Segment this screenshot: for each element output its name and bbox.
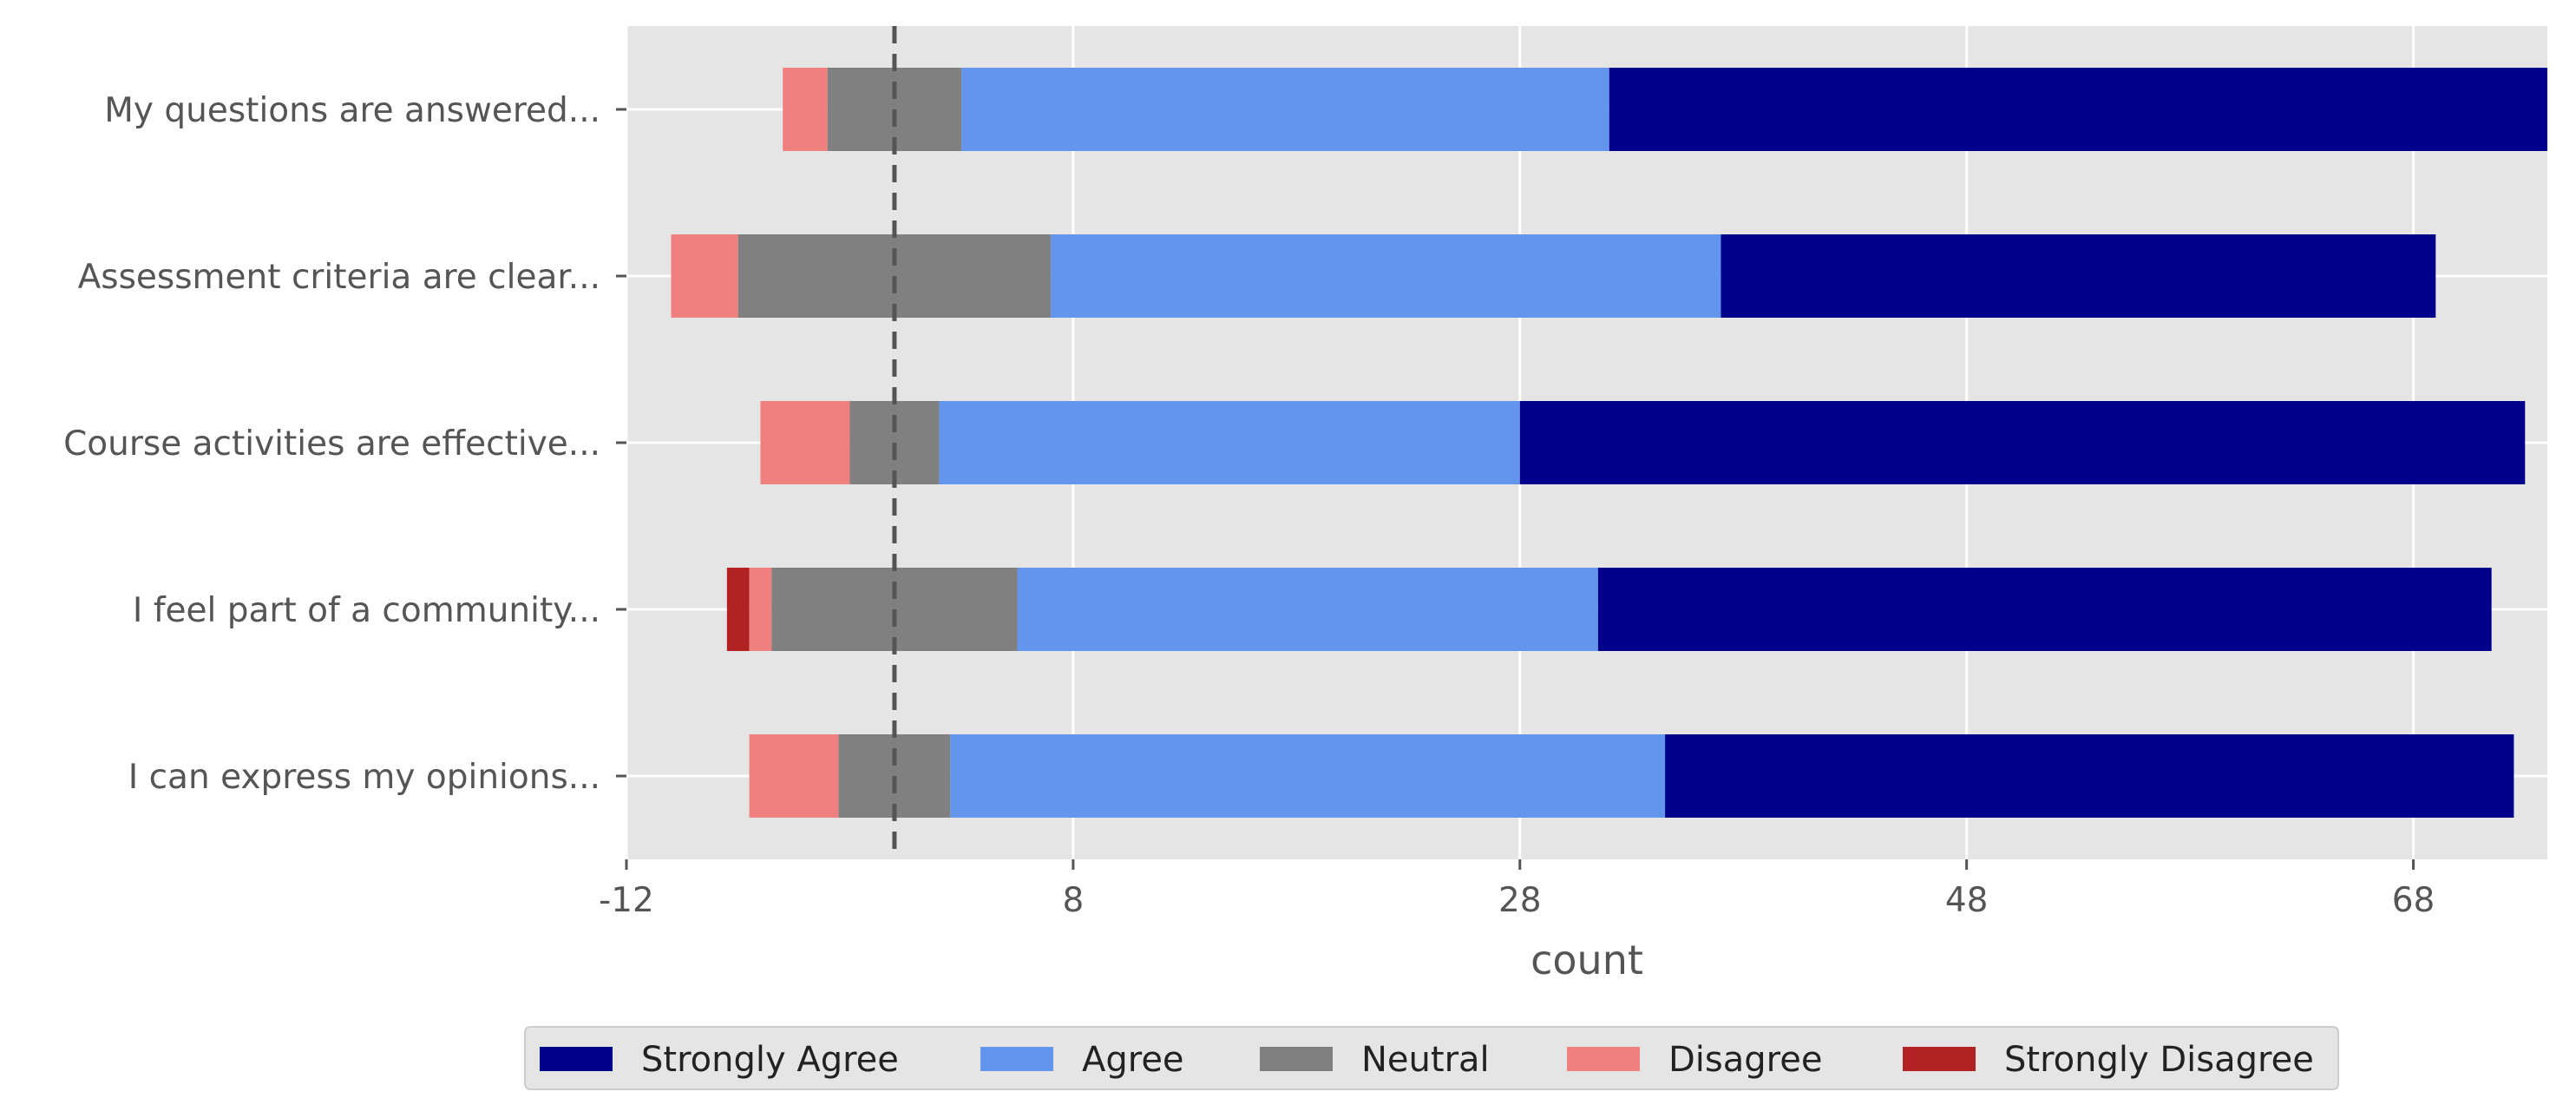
bar-disagree (749, 568, 772, 651)
bar-agree (939, 401, 1520, 484)
bar-strongly-agree (1519, 401, 2526, 484)
legend-label: Strongly Disagree (2004, 1040, 2314, 1080)
x-tick-label: -12 (599, 881, 654, 920)
y-tick-label: Course activities are effective... (63, 424, 600, 464)
bar-disagree (760, 401, 850, 484)
y-tick-label: I feel part of a community... (133, 591, 600, 630)
legend-swatch (540, 1047, 613, 1071)
x-tick-label: 68 (2392, 881, 2435, 920)
legend-swatch (980, 1047, 1053, 1071)
bar-strongly-disagree (726, 568, 750, 651)
x-tick-label: 28 (1498, 881, 1542, 920)
bar-strongly-agree (1721, 234, 2436, 318)
bar-agree (961, 68, 1609, 151)
x-tick-label: 48 (1945, 881, 1989, 920)
legend-swatch (1260, 1047, 1333, 1071)
legend-label: Neutral (1361, 1040, 1490, 1080)
x-tick-label: 8 (1062, 881, 1084, 920)
bar-strongly-agree (1609, 68, 2547, 151)
legend-label: Disagree (1668, 1040, 1822, 1080)
bar-agree (1017, 568, 1598, 651)
bar-disagree (749, 734, 839, 818)
y-axis-ticks: My questions are answered... Assessment c… (63, 91, 626, 797)
bar-agree (1051, 234, 1721, 318)
y-tick-label: Assessment criteria are clear... (78, 258, 600, 297)
legend-label: Agree (1082, 1040, 1184, 1080)
x-axis-label: count (1531, 937, 1643, 983)
bar-agree (950, 734, 1666, 818)
legend: Strongly Agree Agree Neutral Disagree Strong… (524, 1026, 2339, 1090)
x-axis-ticks: -12 8 28 48 68 (599, 859, 2435, 920)
bar-strongly-agree (1597, 568, 2492, 651)
legend-label: Strongly Agree (641, 1040, 899, 1080)
bar-disagree (671, 234, 738, 318)
legend-swatch (1903, 1047, 1976, 1071)
bar-disagree (783, 68, 828, 151)
y-tick-label: My questions are answered... (104, 91, 600, 130)
y-tick-label: I can express my opinions... (128, 758, 600, 797)
bars (671, 68, 2547, 818)
bar-strongly-agree (1665, 734, 2514, 818)
legend-box (524, 1026, 2339, 1090)
legend-swatch (1567, 1047, 1640, 1071)
